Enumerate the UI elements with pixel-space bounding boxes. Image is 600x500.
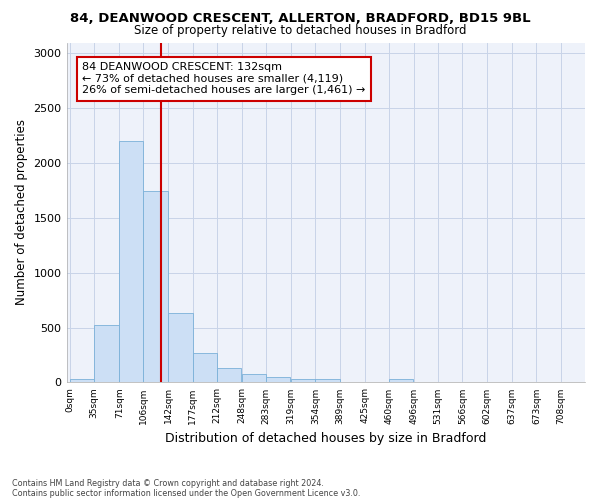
Bar bbox=[242, 374, 266, 382]
X-axis label: Distribution of detached houses by size in Bradford: Distribution of detached houses by size … bbox=[165, 432, 487, 445]
Text: 84 DEANWOOD CRESCENT: 132sqm
← 73% of detached houses are smaller (4,119)
26% of: 84 DEANWOOD CRESCENT: 132sqm ← 73% of de… bbox=[82, 62, 366, 96]
Bar bbox=[143, 190, 168, 382]
Bar bbox=[389, 379, 413, 382]
Bar bbox=[316, 378, 340, 382]
Bar bbox=[291, 378, 316, 382]
Text: Contains public sector information licensed under the Open Government Licence v3: Contains public sector information licen… bbox=[12, 488, 361, 498]
Bar bbox=[70, 379, 94, 382]
Y-axis label: Number of detached properties: Number of detached properties bbox=[15, 120, 28, 306]
Bar bbox=[169, 313, 193, 382]
Bar bbox=[217, 368, 241, 382]
Text: Contains HM Land Registry data © Crown copyright and database right 2024.: Contains HM Land Registry data © Crown c… bbox=[12, 478, 324, 488]
Bar bbox=[119, 141, 143, 382]
Text: Size of property relative to detached houses in Bradford: Size of property relative to detached ho… bbox=[134, 24, 466, 37]
Bar bbox=[193, 354, 217, 382]
Bar bbox=[266, 377, 290, 382]
Text: 84, DEANWOOD CRESCENT, ALLERTON, BRADFORD, BD15 9BL: 84, DEANWOOD CRESCENT, ALLERTON, BRADFOR… bbox=[70, 12, 530, 26]
Bar bbox=[94, 326, 119, 382]
